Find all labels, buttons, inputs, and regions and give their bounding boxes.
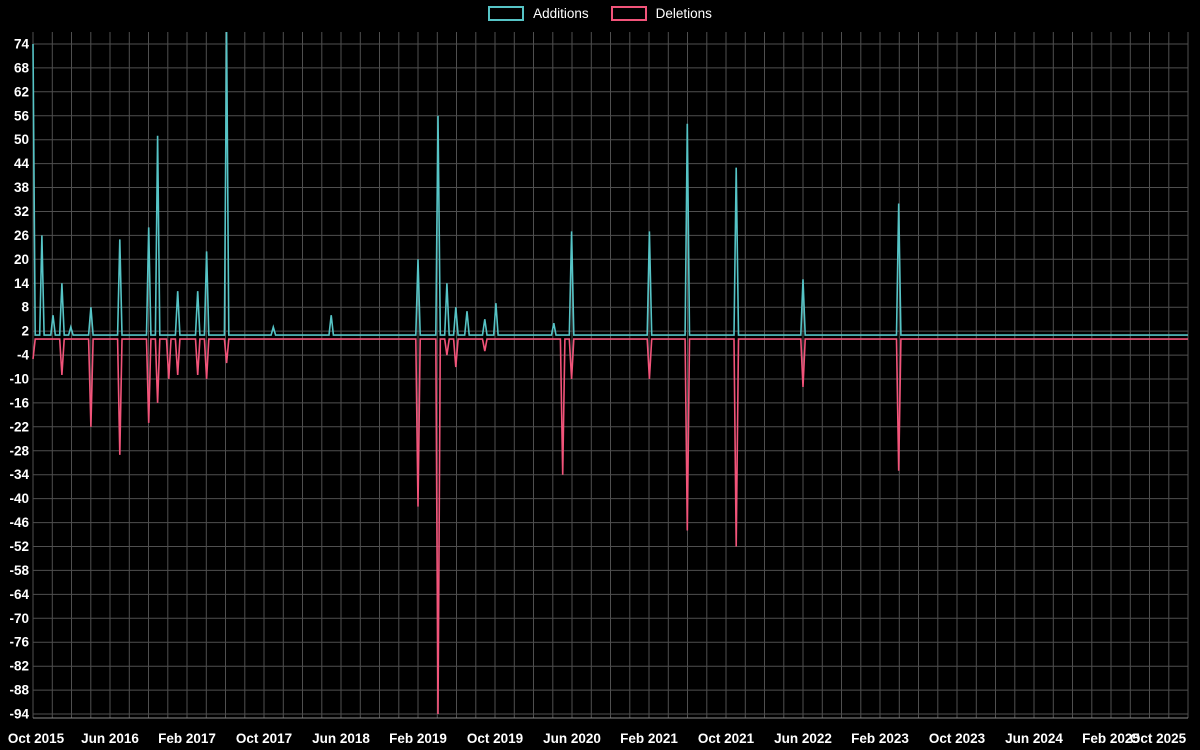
x-tick-label: Oct 2021: [698, 731, 755, 746]
y-tick-label: 26: [14, 228, 30, 243]
y-tick-label: 38: [14, 180, 30, 195]
additions-swatch-icon: [488, 6, 525, 21]
y-tick-label: -64: [9, 587, 29, 602]
x-tick-label: Feb 2017: [158, 731, 216, 746]
y-tick-label: -94: [9, 707, 29, 722]
y-tick-label: -4: [17, 348, 29, 363]
x-tick-label: Oct 2019: [467, 731, 523, 746]
x-tick-label: Oct 2017: [236, 731, 292, 746]
y-tick-label: 14: [14, 276, 30, 291]
y-tick-label: 56: [14, 108, 30, 123]
y-tick-label: 8: [21, 300, 29, 315]
y-tick-label: 62: [14, 84, 29, 99]
y-tick-label: -46: [9, 515, 29, 530]
x-tick-label: Jun 2024: [1005, 731, 1063, 746]
chart-legend: Additions Deletions: [0, 6, 1200, 21]
y-tick-label: -10: [9, 372, 29, 387]
x-tick-label: Feb 2025: [1082, 731, 1140, 746]
x-tick-label: Oct 2023: [929, 731, 986, 746]
additions-line: [32, 31, 1188, 336]
y-tick-label: -82: [9, 659, 29, 674]
x-tick-label: Jun 2022: [774, 731, 832, 746]
y-tick-label: -58: [9, 563, 29, 578]
y-tick-label: -22: [9, 419, 29, 434]
deletions-line: [32, 338, 1188, 715]
legend-item-additions[interactable]: Additions: [488, 6, 589, 21]
y-tick-label: 20: [14, 252, 29, 267]
y-tick-label: 50: [14, 132, 29, 147]
y-tick-label: -76: [9, 635, 29, 650]
y-tick-label: -52: [9, 539, 29, 554]
y-tick-label: 74: [14, 37, 30, 52]
y-tick-label: -16: [9, 395, 29, 410]
y-tick-label: 44: [14, 156, 30, 171]
y-tick-label: -28: [9, 443, 29, 458]
x-tick-label: Oct 2015: [8, 731, 65, 746]
y-tick-label: -70: [9, 611, 29, 626]
y-tick-label: 2: [21, 324, 29, 339]
x-tick-label: Feb 2021: [620, 731, 678, 746]
deletions-swatch-icon: [610, 6, 647, 21]
legend-label-additions: Additions: [533, 6, 589, 21]
x-tick-label: Oct 2025: [1130, 731, 1187, 746]
y-tick-label: 32: [14, 204, 29, 219]
x-tick-label: Feb 2019: [389, 731, 447, 746]
x-tick-label: Jun 2020: [543, 731, 601, 746]
y-tick-label: -88: [9, 683, 29, 698]
y-tick-label: -34: [9, 467, 29, 482]
x-tick-label: Jun 2018: [312, 731, 370, 746]
x-tick-label: Feb 2023: [851, 731, 909, 746]
y-tick-label: -40: [9, 491, 29, 506]
x-tick-label: Jun 2016: [81, 731, 139, 746]
legend-item-deletions[interactable]: Deletions: [610, 6, 712, 21]
legend-label-deletions: Deletions: [655, 6, 712, 21]
y-tick-label: 68: [14, 60, 30, 75]
